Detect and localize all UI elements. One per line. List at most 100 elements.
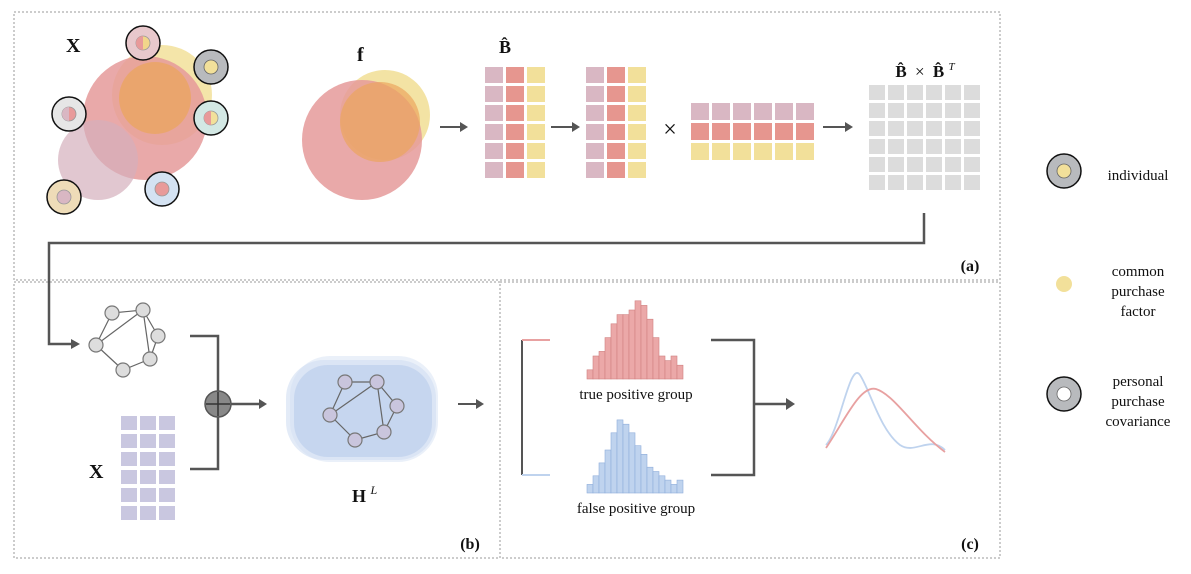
matrix-cell — [586, 143, 604, 159]
hidden-representation — [286, 356, 438, 462]
matrix-cell — [506, 124, 524, 140]
histogram-bar — [604, 337, 612, 380]
matrix-cell — [869, 157, 885, 172]
b-hat-matrix-copy — [586, 67, 646, 178]
matrix-cell — [945, 139, 961, 154]
matrix-cell — [754, 103, 772, 120]
matrix-cell — [140, 488, 156, 502]
matrix-cell — [964, 85, 980, 100]
matrix-cell — [159, 488, 175, 502]
histogram-bar — [676, 364, 684, 380]
matrix-cell — [159, 452, 175, 466]
matrix-cell — [869, 121, 885, 136]
panel-a-tag: (a) — [961, 258, 980, 275]
individual-node — [193, 100, 229, 136]
matrix-cell — [586, 67, 604, 83]
matrix-cell — [140, 416, 156, 430]
matrix-cell — [691, 103, 709, 120]
panel-borders — [13, 11, 1001, 559]
matrix-cell — [527, 143, 545, 159]
product-sup: T — [948, 61, 955, 73]
merge-bracket — [711, 338, 787, 477]
matrix-cell — [691, 143, 709, 160]
matrix-cell — [945, 175, 961, 190]
histogram-bar — [670, 484, 678, 494]
matrix-cell — [607, 67, 625, 83]
matrix-cell — [888, 175, 904, 190]
histogram-bar — [646, 466, 654, 494]
matrix-cell — [121, 416, 137, 430]
matrix-cell — [712, 123, 730, 140]
matrix-cell — [607, 143, 625, 159]
feature-matrix — [121, 416, 175, 520]
h-label-base: H — [352, 486, 366, 506]
histogram-bar — [676, 479, 684, 494]
matrix-cell — [907, 85, 923, 100]
matrix-cell — [964, 103, 980, 118]
panel-c-tag: (c) — [961, 536, 979, 553]
matrix-cell — [926, 121, 942, 136]
matrix-cell — [945, 157, 961, 172]
false-positive-curve — [825, 372, 946, 451]
matrix-cell — [926, 175, 942, 190]
legend-common-label-1: common — [1112, 264, 1165, 280]
matrix-cell — [964, 157, 980, 172]
matrix-cell — [121, 488, 137, 502]
matrix-cell — [733, 143, 751, 160]
matrix-cell — [775, 103, 793, 120]
orange-overlap-blob — [119, 62, 191, 134]
matrix-cell — [733, 103, 751, 120]
matrix-cell — [628, 105, 646, 121]
histogram-bar — [616, 419, 624, 494]
matrix-cell — [888, 103, 904, 118]
histogram-bar — [634, 445, 642, 494]
histogram-bar — [628, 309, 636, 380]
connector-arrow — [47, 213, 926, 346]
matrix-cell — [485, 67, 503, 83]
matrix-cell — [775, 123, 793, 140]
histogram-bar — [646, 318, 654, 380]
plus-icon — [204, 390, 232, 418]
matrix-cell — [121, 434, 137, 448]
matrix-cell — [888, 121, 904, 136]
arrow-icon — [71, 339, 80, 349]
matrix-cell — [628, 143, 646, 159]
individual-node — [193, 49, 229, 85]
matrix-cell — [607, 162, 625, 178]
arrow-icon — [458, 399, 484, 409]
matrix-cell — [754, 123, 772, 140]
product-times: × — [915, 62, 925, 81]
matrix-cell — [485, 105, 503, 121]
matrix-cell — [754, 143, 772, 160]
matrix-cell — [506, 105, 524, 121]
matrix-cell — [586, 124, 604, 140]
histogram-bar — [640, 305, 648, 380]
legend-common-factor-icon — [1056, 276, 1072, 292]
matrix-cell — [159, 416, 175, 430]
histogram-bar — [610, 323, 618, 380]
matrix-cell — [869, 85, 885, 100]
false-positive-histogram — [586, 419, 684, 494]
histogram-bar — [598, 351, 606, 380]
legend-personal-label-3: covariance — [1106, 414, 1171, 430]
matrix-cell — [964, 175, 980, 190]
matrix-cell — [586, 162, 604, 178]
b-hat-transpose-matrix — [691, 103, 814, 160]
similarity-matrix — [869, 85, 980, 190]
true-positive-curve — [825, 388, 946, 453]
matrix-cell — [945, 103, 961, 118]
matrix-cell — [907, 121, 923, 136]
matrix-cell — [712, 143, 730, 160]
arrow-icon — [551, 122, 580, 132]
matrix-cell — [869, 175, 885, 190]
matrix-cell — [607, 124, 625, 140]
matrix-cell — [733, 123, 751, 140]
matrix-cell — [926, 103, 942, 118]
histogram-bar — [598, 462, 606, 494]
legend-common-label-3: factor — [1121, 304, 1156, 320]
histogram-bar — [634, 300, 642, 380]
arrow-icon — [786, 398, 795, 410]
individual-node — [46, 179, 82, 215]
matrix-cell — [628, 124, 646, 140]
